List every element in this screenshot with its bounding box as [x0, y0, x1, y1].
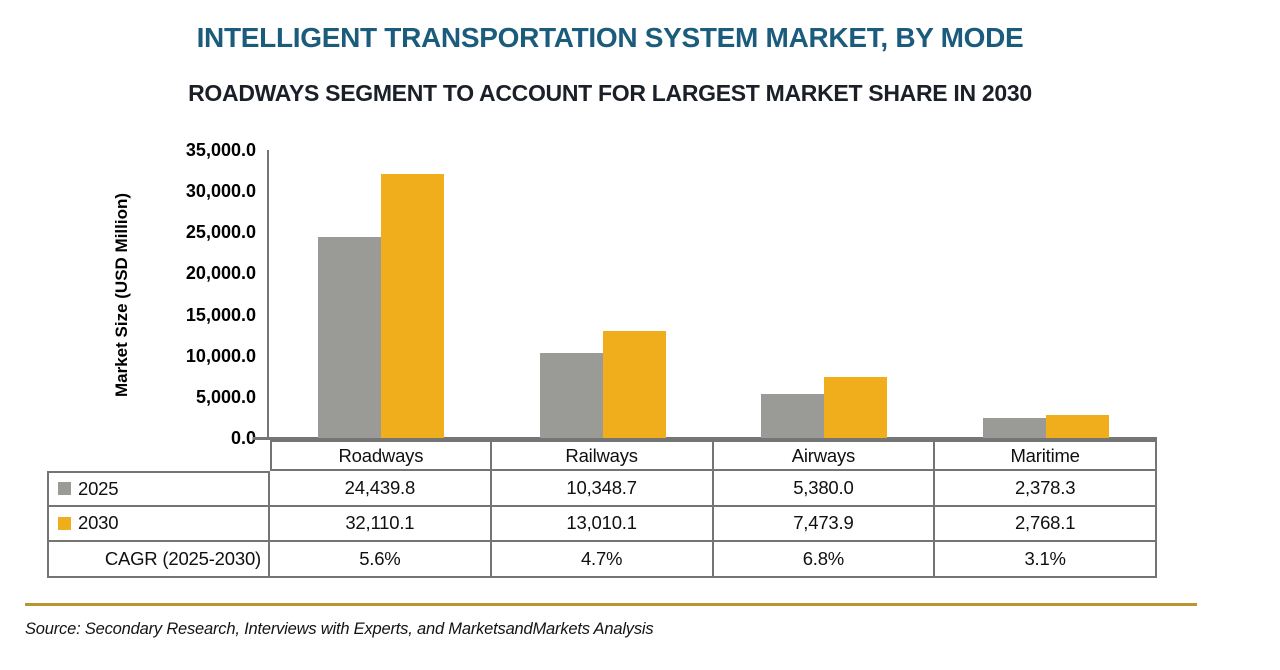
bar-railways-2030 — [602, 330, 666, 438]
y-tick-label: 15,000.0 — [185, 304, 256, 325]
legend-swatch-2030 — [58, 516, 71, 530]
cell-2025-maritime: 2,378.3 — [935, 471, 1157, 507]
legend-swatch-2025 — [58, 482, 71, 496]
page-title: INTELLIGENT TRANSPORTATION SYSTEM MARKET… — [196, 22, 1024, 53]
bar-maritime-2030 — [1046, 415, 1110, 438]
cell-2030-roadways: 32,110.1 — [270, 506, 492, 542]
cell-cagr-maritime: 3.1% — [935, 542, 1157, 578]
bar-roadways-2025 — [317, 236, 381, 438]
column-header-airways: Airways — [713, 440, 936, 471]
y-tick-label: 20,000.0 — [185, 263, 256, 284]
cell-2030-maritime: 2,768.1 — [935, 506, 1157, 542]
cell-2025-railways: 10,348.7 — [491, 471, 714, 507]
divider-rule — [25, 603, 1197, 606]
y-tick-label: 25,000.0 — [185, 222, 256, 243]
cell-cagr-airways: 6.8% — [713, 542, 936, 578]
column-header-maritime: Maritime — [935, 440, 1157, 471]
y-tick-label: 35,000.0 — [185, 140, 256, 160]
legend-label-2025: 2025 — [78, 477, 119, 499]
plot-area — [270, 150, 1157, 438]
data-table: Roadways Railways Airways Maritime 2025 24,43… — [47, 440, 1157, 578]
cell-2025-roadways: 24,439.8 — [270, 471, 492, 507]
cell-2030-railways: 13,010.1 — [491, 506, 714, 542]
bar-railways-2025 — [539, 352, 603, 438]
y-tick-label: 0.0 — [230, 428, 256, 448]
bar-airways-2025 — [761, 393, 825, 438]
bar-roadways-2030 — [380, 173, 444, 438]
table-corner-blank — [47, 440, 270, 471]
legend-label-2030: 2030 — [78, 512, 119, 534]
bar-airways-2030 — [824, 376, 888, 438]
y-tick-label: 5,000.0 — [195, 386, 256, 407]
legend-row-2025: 2025 — [47, 471, 270, 507]
y-tick-label: 30,000.0 — [185, 181, 256, 202]
bar-maritime-2025 — [983, 418, 1047, 438]
cell-2030-airways: 7,473.9 — [713, 506, 936, 542]
cagr-row-label: CAGR (2025-2030) — [47, 542, 270, 578]
cell-cagr-railways: 4.7% — [491, 542, 714, 578]
legend-row-2030: 2030 — [47, 506, 270, 542]
y-axis-line — [267, 150, 269, 440]
source-note: Source: Secondary Research, Interviews w… — [25, 620, 654, 638]
cell-cagr-roadways: 5.6% — [270, 542, 492, 578]
column-header-roadways: Roadways — [270, 440, 492, 471]
y-tick-label: 10,000.0 — [185, 345, 256, 366]
chart-subtitle: ROADWAYS SEGMENT TO ACCOUNT FOR LARGEST … — [188, 80, 1032, 106]
x-axis-line — [253, 437, 1157, 440]
column-header-railways: Railways — [491, 440, 714, 471]
cell-2025-airways: 5,380.0 — [713, 471, 936, 507]
